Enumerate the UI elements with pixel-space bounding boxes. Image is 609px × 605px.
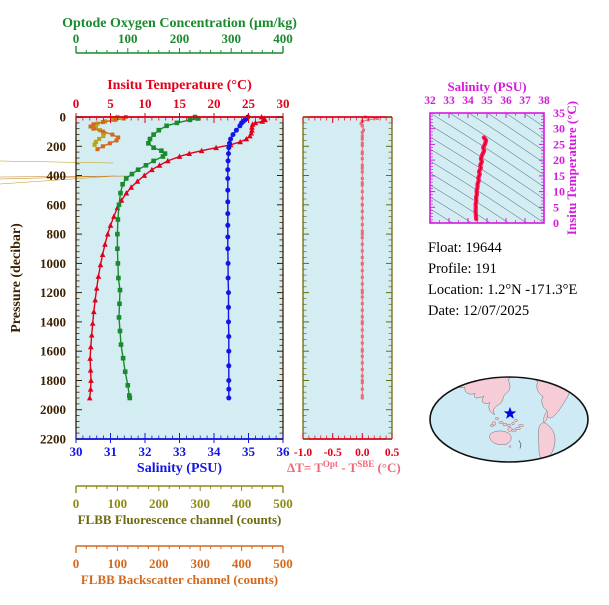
svg-text:200: 200 bbox=[149, 556, 169, 571]
svg-text:Salinity (PSU): Salinity (PSU) bbox=[137, 461, 223, 476]
svg-text:10: 10 bbox=[139, 96, 152, 111]
svg-text:Optode Oxygen Concentration (µ: Optode Oxygen Concentration (µm/kg) bbox=[62, 16, 297, 31]
svg-text:5: 5 bbox=[553, 200, 559, 214]
svg-text:5: 5 bbox=[107, 96, 114, 111]
svg-text:500: 500 bbox=[273, 556, 293, 571]
svg-text:100: 100 bbox=[118, 31, 138, 46]
svg-text:Profile: 191: Profile: 191 bbox=[428, 261, 497, 277]
svg-text:0: 0 bbox=[73, 96, 80, 111]
svg-text:33: 33 bbox=[173, 444, 187, 459]
svg-text:-0.5: -0.5 bbox=[324, 447, 342, 459]
svg-text:0.0: 0.0 bbox=[355, 447, 370, 459]
svg-text:200: 200 bbox=[47, 139, 67, 154]
svg-text:1400: 1400 bbox=[40, 314, 66, 329]
svg-text:34: 34 bbox=[462, 95, 474, 107]
svg-text:Float: 19644: Float: 19644 bbox=[428, 240, 502, 256]
svg-text:31: 31 bbox=[104, 444, 117, 459]
svg-text:32: 32 bbox=[139, 444, 152, 459]
svg-text:1000: 1000 bbox=[40, 256, 66, 271]
svg-text:500: 500 bbox=[273, 496, 293, 511]
svg-text:Insitu Temperature (°C): Insitu Temperature (°C) bbox=[107, 78, 252, 93]
svg-text:Location: 1.2°N -171.3°E: Location: 1.2°N -171.3°E bbox=[428, 282, 577, 298]
svg-text:1600: 1600 bbox=[40, 344, 66, 359]
svg-text:Salinity (PSU): Salinity (PSU) bbox=[447, 79, 526, 94]
svg-text:300: 300 bbox=[190, 556, 210, 571]
svg-text:0.5: 0.5 bbox=[385, 447, 400, 459]
svg-text:Date: 12/07/2025: Date: 12/07/2025 bbox=[428, 303, 529, 319]
svg-text:400: 400 bbox=[47, 168, 67, 183]
svg-text:2000: 2000 bbox=[40, 402, 66, 417]
svg-text:20: 20 bbox=[208, 96, 221, 111]
svg-text:FLBB Fluorescence channel (cou: FLBB Fluorescence channel (counts) bbox=[78, 512, 282, 527]
svg-text:25: 25 bbox=[242, 96, 256, 111]
svg-text:800: 800 bbox=[47, 227, 67, 242]
svg-text:36: 36 bbox=[500, 95, 512, 107]
svg-text:200: 200 bbox=[170, 31, 190, 46]
svg-text:35: 35 bbox=[242, 444, 256, 459]
svg-text:1800: 1800 bbox=[40, 373, 66, 388]
svg-text:1200: 1200 bbox=[40, 285, 66, 300]
svg-text:0: 0 bbox=[73, 31, 80, 46]
svg-text:35: 35 bbox=[481, 95, 493, 107]
svg-text:FLBB Backscatter channel (coun: FLBB Backscatter channel (counts) bbox=[81, 572, 278, 587]
svg-text:34: 34 bbox=[208, 444, 222, 459]
svg-text:38: 38 bbox=[538, 95, 550, 107]
svg-text:32: 32 bbox=[424, 95, 436, 107]
svg-text:15: 15 bbox=[173, 96, 187, 111]
svg-text:36: 36 bbox=[277, 444, 291, 459]
svg-text:ΔT= TOpt - TSBE (°C): ΔT= TOpt - TSBE (°C) bbox=[287, 459, 401, 475]
svg-text:30: 30 bbox=[277, 96, 290, 111]
svg-text:2200: 2200 bbox=[40, 432, 66, 447]
svg-text:0: 0 bbox=[553, 216, 559, 230]
svg-text:Insitu Temperature (°C): Insitu Temperature (°C) bbox=[564, 101, 579, 235]
svg-text:300: 300 bbox=[190, 496, 210, 511]
svg-text:0: 0 bbox=[73, 496, 80, 511]
svg-text:300: 300 bbox=[221, 31, 241, 46]
svg-text:33: 33 bbox=[443, 95, 455, 107]
svg-text:600: 600 bbox=[47, 197, 67, 212]
svg-text:0: 0 bbox=[73, 556, 80, 571]
svg-text:400: 400 bbox=[273, 31, 293, 46]
svg-text:37: 37 bbox=[519, 95, 531, 107]
svg-text:-1.0: -1.0 bbox=[294, 447, 312, 459]
svg-text:100: 100 bbox=[108, 496, 128, 511]
svg-text:0: 0 bbox=[60, 110, 67, 125]
svg-text:30: 30 bbox=[70, 444, 83, 459]
svg-text:200: 200 bbox=[149, 496, 169, 511]
svg-text:400: 400 bbox=[232, 556, 252, 571]
svg-text:Pressure (decibar): Pressure (decibar) bbox=[9, 223, 24, 333]
svg-text:100: 100 bbox=[108, 556, 128, 571]
svg-text:400: 400 bbox=[232, 496, 252, 511]
